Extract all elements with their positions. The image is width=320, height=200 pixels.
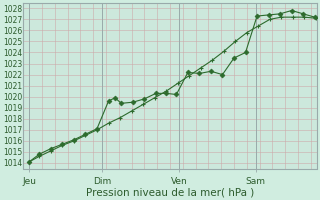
X-axis label: Pression niveau de la mer( hPa ): Pression niveau de la mer( hPa ) bbox=[86, 187, 254, 197]
